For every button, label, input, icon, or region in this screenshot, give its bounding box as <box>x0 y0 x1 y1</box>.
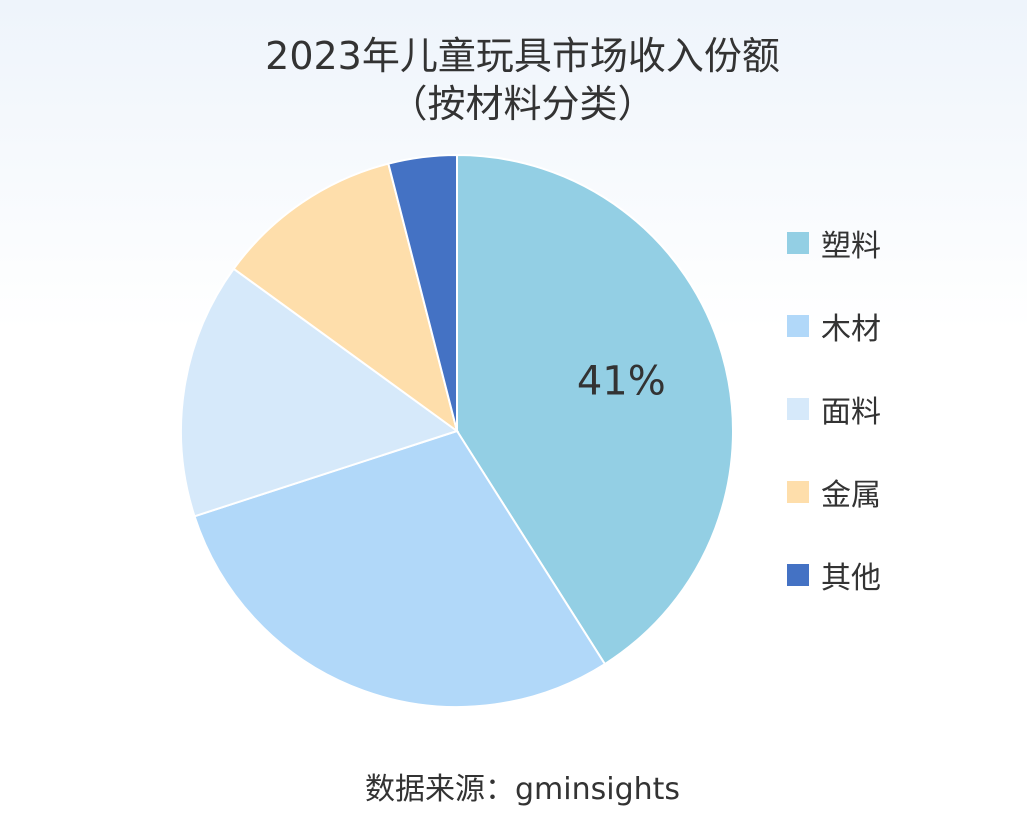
legend-item-metal: 金属 <box>787 471 881 513</box>
pie-slice-wood <box>193 429 607 708</box>
legend: 塑料 木材 面料 金属 其他 <box>787 222 881 637</box>
source-note: 数据来源：gminsights <box>364 772 681 807</box>
pie-slice-plastic <box>456 153 734 666</box>
legend-swatch-fabric <box>787 398 809 420</box>
legend-swatch-plastic <box>787 232 809 254</box>
legend-item-wood: 木材 <box>787 305 881 347</box>
pie-slice-fabric <box>180 267 460 518</box>
legend-label-plastic: 塑料 <box>821 229 881 264</box>
legend-label-metal: 金属 <box>821 478 881 513</box>
legend-item-other: 其他 <box>787 554 881 596</box>
legend-item-fabric: 面料 <box>787 388 881 430</box>
pie-slice-other <box>387 153 458 432</box>
legend-swatch-wood <box>787 315 809 337</box>
legend-swatch-other <box>787 564 809 586</box>
chart-title-line-2: （按材料分类） <box>389 82 656 126</box>
legend-item-plastic: 塑料 <box>787 222 881 264</box>
chart-title-line-1: 2023年儿童玩具市场收入份额 <box>265 34 780 78</box>
legend-label-wood: 木材 <box>821 312 881 347</box>
pie-slice-metal <box>232 162 459 434</box>
data-label-plastic: 41% <box>577 358 666 404</box>
chart-title: 2023年儿童玩具市场收入份额 （按材料分类） <box>0 32 1027 128</box>
legend-swatch-metal <box>787 481 809 503</box>
legend-label-fabric: 面料 <box>821 395 881 430</box>
legend-label-other: 其他 <box>821 561 881 596</box>
